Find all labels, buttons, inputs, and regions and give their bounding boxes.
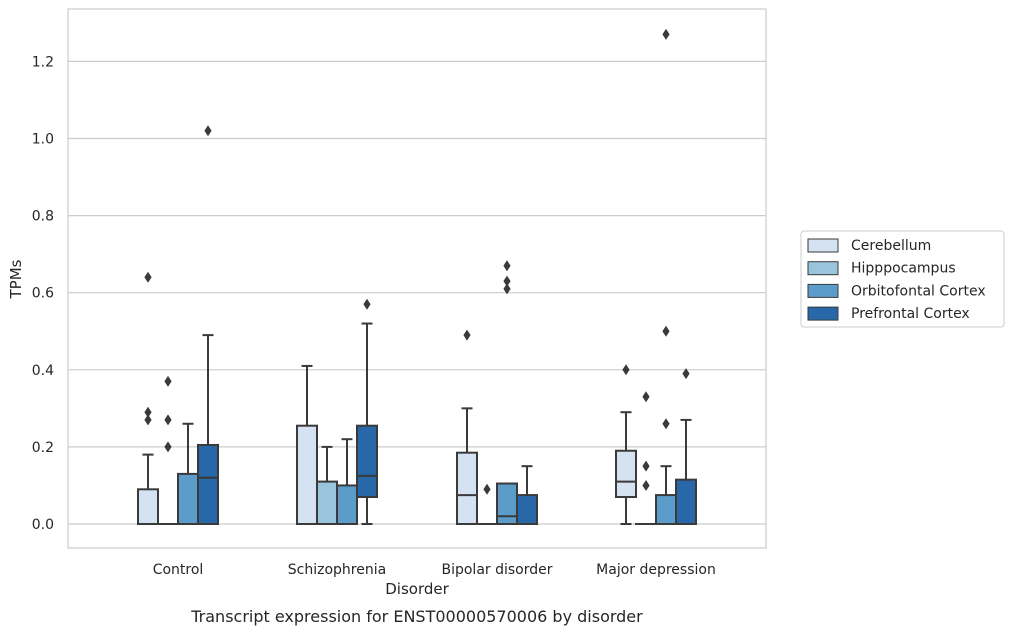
box-body (456, 451, 478, 525)
y-tick-label: 0.8 (32, 209, 54, 225)
outlier-point (642, 391, 650, 403)
x-tick-label: Major depression (596, 562, 716, 578)
box-body (197, 443, 219, 525)
outlier-point (503, 275, 511, 287)
box-body (356, 424, 378, 499)
outlier-point (164, 414, 172, 426)
plot-frame (67, 8, 767, 549)
x-tick-label: Schizophrenia (288, 562, 386, 578)
box-0-0 (137, 271, 159, 525)
box-0-1 (296, 364, 318, 526)
box-body (655, 494, 677, 525)
legend-label: Hipppocampus (851, 261, 956, 277)
outlier-point (363, 298, 371, 310)
outlier-point (463, 329, 471, 341)
outlier-point (144, 414, 152, 426)
legend-label: Orbitofontal Cortex (851, 283, 986, 299)
legend-swatch (807, 306, 839, 321)
legend-swatch (807, 238, 839, 253)
x-tick-label: Control (153, 562, 204, 578)
outlier-point (682, 368, 690, 380)
outlier-point (642, 479, 650, 491)
box-3-1 (356, 298, 378, 525)
box-body (336, 484, 358, 526)
outlier-point (662, 325, 670, 337)
box-body (177, 472, 199, 526)
y-tick-label: 1.0 (32, 132, 54, 148)
box-body (316, 480, 338, 525)
box-3-2 (516, 465, 538, 525)
box-3-3 (675, 368, 697, 526)
y-tick-label: 0.0 (32, 517, 54, 533)
y-tick-label: 0.2 (32, 440, 54, 456)
x-tick-labels: Control Schizophrenia Bipolar disorder Majo… (153, 562, 716, 578)
chart-caption: Transcript expression for ENST0000057000… (190, 607, 643, 626)
y-tick-label: 0.4 (32, 363, 54, 379)
legend-label: Cerebellum (851, 238, 931, 254)
box-1-0 (157, 375, 179, 526)
box-1-2 (476, 483, 498, 526)
box-body (675, 478, 697, 526)
legend-label: Prefrontal Cortex (851, 306, 970, 322)
box-body (516, 494, 538, 525)
box-body (496, 482, 518, 525)
x-axis-label: Disorder (385, 580, 449, 598)
legend-swatch (807, 283, 839, 298)
box-2-1 (336, 438, 358, 526)
outlier-point (622, 364, 630, 376)
box-body (615, 449, 637, 499)
outlier-point (503, 260, 511, 272)
box-body (296, 424, 318, 526)
box-1-3 (635, 391, 657, 526)
outlier-point (144, 406, 152, 418)
outlier-point (503, 283, 511, 295)
outlier-point (483, 483, 491, 495)
outlier-point (642, 460, 650, 472)
box-body (137, 488, 159, 525)
box-2-3 (655, 28, 677, 525)
y-gridlines (68, 60, 766, 525)
box-0-3 (615, 364, 637, 525)
outlier-point (164, 375, 172, 387)
box-2-0 (177, 422, 199, 526)
legend-frame (800, 230, 1005, 328)
box-series (137, 28, 697, 526)
y-tick-label: 1.2 (32, 54, 54, 70)
outlier-point (144, 271, 152, 283)
y-tick-labels: 0.0 0.2 0.4 0.6 0.8 1.0 1.2 (32, 54, 54, 533)
outlier-point (164, 441, 172, 453)
legend-swatch (807, 261, 839, 276)
y-axis-label: TPMs (7, 259, 25, 299)
x-tick-label: Bipolar disorder (441, 562, 552, 578)
box-0-2 (456, 329, 478, 525)
outlier-point (204, 125, 212, 137)
y-tick-label: 0.6 (32, 286, 54, 302)
box-1-1 (316, 445, 338, 525)
box-3-0 (197, 125, 219, 525)
legend: Cerebellum Hipppocampus Orbitofontal Corte… (800, 230, 1005, 328)
outlier-point (662, 418, 670, 430)
box-2-2 (496, 260, 518, 525)
outlier-point (662, 28, 670, 40)
